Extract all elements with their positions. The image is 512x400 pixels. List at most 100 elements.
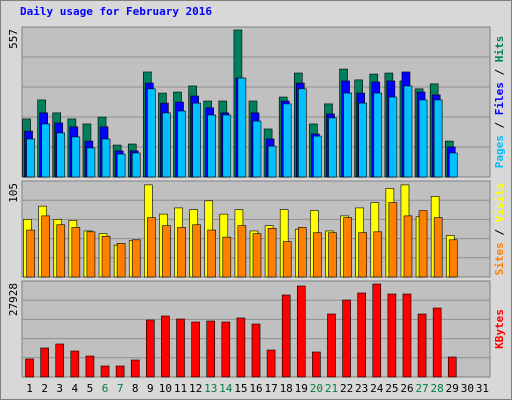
bar <box>267 145 277 178</box>
x-tick-label: 23 <box>355 382 368 395</box>
bar <box>388 96 398 178</box>
bar <box>100 365 110 378</box>
x-tick-label: 18 <box>280 382 293 395</box>
bar <box>40 347 49 378</box>
bar <box>252 233 262 278</box>
bar <box>101 138 111 178</box>
x-tick-label: 28 <box>431 382 444 395</box>
bar <box>342 299 351 378</box>
bar <box>41 215 50 278</box>
bar <box>358 102 367 178</box>
bar <box>26 229 35 278</box>
bar <box>418 210 428 278</box>
x-tick-label: 6 <box>102 382 109 395</box>
x-tick-label: 13 <box>204 382 217 395</box>
bar <box>146 319 155 378</box>
bar <box>358 232 367 278</box>
bar <box>313 232 322 278</box>
legend-entry: KBytes <box>493 309 506 349</box>
bar <box>71 227 81 278</box>
bar <box>207 229 217 278</box>
bar <box>357 292 366 378</box>
bar <box>55 343 65 378</box>
legend: KBytes <box>493 309 506 349</box>
bar <box>162 225 171 278</box>
bar <box>237 77 247 178</box>
bar <box>282 103 292 178</box>
bar <box>312 351 321 378</box>
legend-separator: / <box>493 222 506 242</box>
x-tick-label: 1 <box>26 382 33 395</box>
x-tick-label: 29 <box>446 382 459 395</box>
bar <box>251 323 261 378</box>
y-max-label: 105 <box>7 183 20 203</box>
x-tick-label: 15 <box>234 382 247 395</box>
x-tick-label: 16 <box>249 382 262 395</box>
bar <box>161 315 170 378</box>
bar <box>281 294 291 378</box>
bar <box>373 92 383 178</box>
x-tick-label: 20 <box>310 382 323 395</box>
bar <box>447 356 457 378</box>
bar <box>56 132 66 178</box>
x-tick-label: 10 <box>159 382 172 395</box>
bar <box>418 99 428 178</box>
y-max-label: 557 <box>7 29 20 49</box>
bar <box>116 243 126 278</box>
bar <box>222 236 232 278</box>
bar <box>403 215 413 278</box>
bar <box>41 123 50 178</box>
x-tick-label: 7 <box>117 382 124 395</box>
bar <box>297 227 307 278</box>
bar <box>373 231 383 278</box>
bar <box>433 99 443 178</box>
bar <box>313 135 322 178</box>
bar <box>115 365 125 378</box>
bar <box>237 225 247 278</box>
x-tick-label: 30 <box>461 382 474 395</box>
bar <box>327 313 336 378</box>
legend: Pages / Files / Hits <box>493 36 506 169</box>
bar <box>71 136 81 178</box>
bar <box>191 321 200 378</box>
bar <box>221 321 231 378</box>
bar <box>282 241 292 278</box>
bar <box>85 355 95 378</box>
bar <box>432 307 442 378</box>
bar <box>192 224 201 278</box>
bar <box>403 85 413 178</box>
x-tick-label: 19 <box>295 382 308 395</box>
chart-title: Daily usage for February 2016 <box>20 5 212 18</box>
x-tick-label: 31 <box>476 382 489 395</box>
bar <box>101 235 111 278</box>
bar <box>328 117 337 178</box>
x-tick-label: 8 <box>132 382 139 395</box>
bar <box>343 217 352 278</box>
x-tick-label: 14 <box>219 382 233 395</box>
bar <box>206 320 216 378</box>
bar <box>297 88 307 178</box>
bar <box>25 358 34 378</box>
legend-separator: / <box>493 62 506 82</box>
x-tick-label: 12 <box>189 382 202 395</box>
bar <box>433 217 443 278</box>
bar <box>162 112 171 178</box>
legend-entry: Hits <box>493 36 506 63</box>
bar <box>417 313 427 378</box>
bar <box>177 110 186 178</box>
bar <box>448 152 458 178</box>
x-tick-label: 2 <box>41 382 48 395</box>
x-tick-label: 24 <box>370 382 384 395</box>
bar <box>86 231 96 278</box>
bar <box>236 317 246 378</box>
bar <box>296 285 306 378</box>
bar <box>176 318 185 378</box>
x-tick-label: 17 <box>264 382 277 395</box>
bar <box>130 359 140 378</box>
bar <box>207 114 217 178</box>
legend-entry: Sites <box>493 242 506 275</box>
x-tick-label: 11 <box>174 382 187 395</box>
bar <box>56 224 66 278</box>
